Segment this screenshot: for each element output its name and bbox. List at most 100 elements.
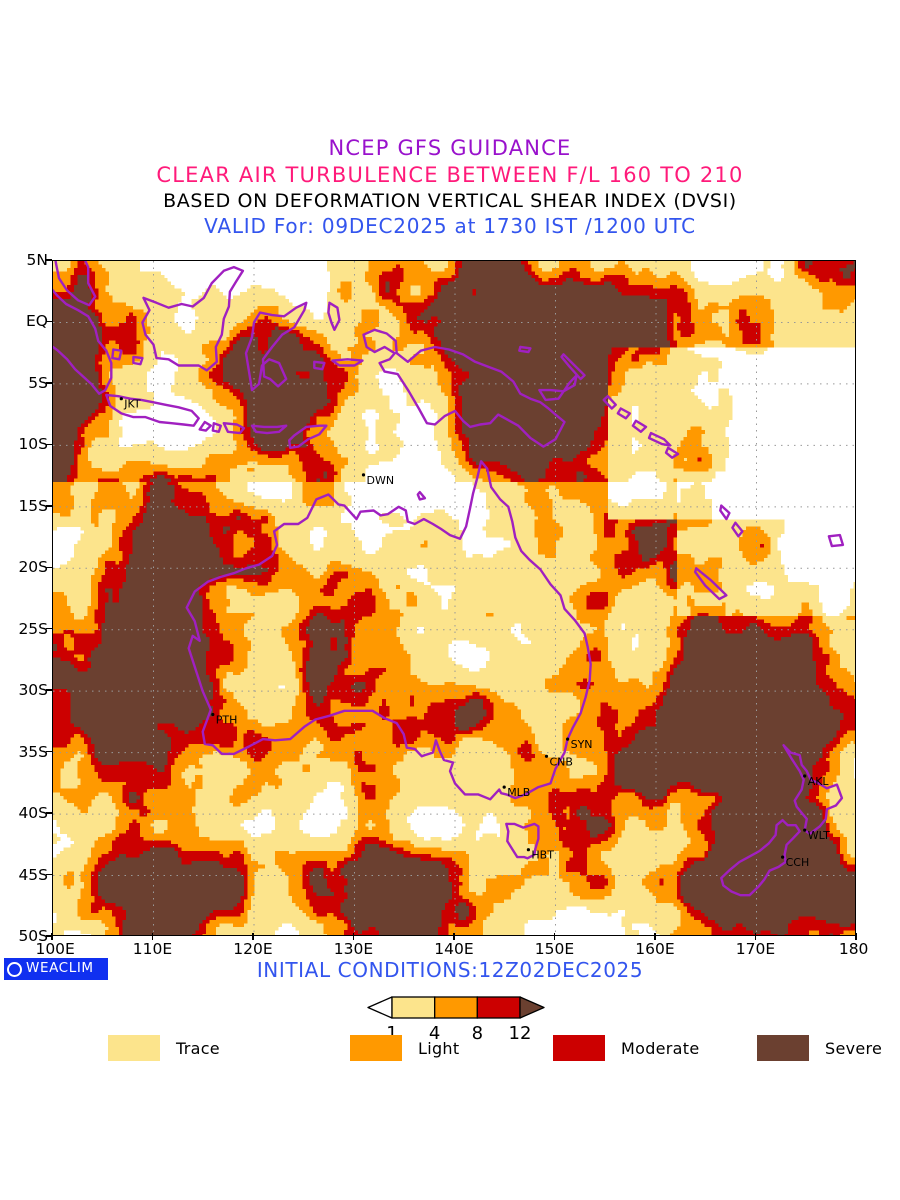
- y-axis: 5N EQ 5S 10S 15S 20S 25S 30S 35S 40S 45S 50S: [0, 251, 52, 945]
- turbulence-map-svg: JKT DWN PTH MLB HBT CNB SYN AKL WLT CCH: [53, 261, 855, 935]
- method-title: BASED ON DEFORMATION VERTICAL SHEAR INDE…: [163, 190, 737, 212]
- coastline-path: [518, 345, 532, 354]
- coastline-path: [105, 393, 200, 427]
- colorbar-svg: [367, 996, 545, 1019]
- city-dot-pth: [211, 712, 215, 717]
- coastline-path: [731, 521, 744, 538]
- y-tick-mark: [46, 259, 52, 261]
- y-tick-mark: [46, 935, 52, 937]
- x-tick-mark: [654, 933, 656, 940]
- y-tick-mark: [46, 750, 52, 753]
- legend-swatch-moderate: [553, 1035, 605, 1061]
- coastline-path: [198, 420, 212, 432]
- x-tick-mark: [754, 933, 757, 940]
- city-label-cnb: CNB: [550, 755, 573, 768]
- city-label-wlt: WLT: [808, 829, 830, 842]
- city-dot-akl: [803, 774, 807, 778]
- coastline-path: [602, 395, 617, 410]
- city-label-hbt: HBT: [531, 849, 554, 862]
- city-label-cch: CCH: [786, 856, 810, 869]
- coastline-path: [288, 424, 328, 449]
- legend-item-light: Light: [350, 1033, 459, 1063]
- city-label-pth: PTH: [216, 714, 238, 727]
- colorbar-tick-label: 1: [386, 1023, 398, 1044]
- valid-time: VALID For: 09DEC2025 at 1730 IST /1200 U…: [204, 214, 696, 238]
- legend-label-trace: Trace: [176, 1038, 220, 1058]
- map-plot-area: JKT DWN PTH MLB HBT CNB SYN AKL WLT CCH: [52, 260, 856, 936]
- coastline-path: [782, 744, 844, 835]
- coastline-path: [313, 360, 326, 371]
- weaclim-circle-icon: [7, 961, 22, 977]
- x-tick-label: 110E: [132, 940, 173, 958]
- coastline-path: [250, 424, 288, 435]
- y-tick-label: 50S: [18, 927, 48, 945]
- y-tick-mark: [46, 566, 52, 569]
- city-label-jkt: JKT: [123, 398, 141, 411]
- coastline-path: [54, 261, 97, 307]
- coastline-path: [719, 504, 731, 521]
- colorbar-over-arrow: [519, 996, 545, 1019]
- y-tick-mark: [46, 505, 52, 507]
- x-tick-label: 170E: [735, 940, 776, 958]
- city-dot-hbt: [526, 848, 530, 852]
- city-dot-mlb: [502, 785, 506, 789]
- y-tick-mark: [46, 320, 52, 323]
- y-tick-label: 5N: [26, 251, 48, 269]
- x-tick-label: 130E: [333, 940, 374, 958]
- coastline-path: [362, 328, 566, 448]
- legend-swatch-light: [350, 1035, 402, 1061]
- colorbar-tick-label: 12: [508, 1023, 532, 1044]
- weaclim-logo-text: WEACLIM: [26, 960, 94, 977]
- city-dot-syn: [566, 737, 570, 741]
- coastline-path: [141, 265, 245, 372]
- coastline-path: [560, 353, 586, 381]
- y-tick-label: 10S: [18, 435, 48, 454]
- x-tick-label: 160E: [635, 940, 675, 958]
- coastline-path: [616, 407, 632, 420]
- x-tick-label: 150E: [534, 940, 575, 958]
- legend-swatch-severe: [757, 1035, 809, 1061]
- coastline-path: [694, 567, 728, 601]
- y-tick-label: 45S: [18, 865, 48, 884]
- turbulence-level-moderate: [53, 261, 855, 935]
- legend-item-trace: Trace: [108, 1033, 220, 1063]
- y-tick-label: 25S: [18, 619, 48, 638]
- coastline-path: [664, 446, 680, 459]
- legend: Trace Light Moderate Severe: [0, 1033, 900, 1067]
- y-tick-label: EQ: [26, 312, 48, 331]
- legend-label-light: Light: [418, 1038, 460, 1058]
- y-tick-mark: [46, 812, 52, 814]
- x-tick-label: 120E: [233, 940, 273, 958]
- city-dot-wlt: [803, 828, 807, 832]
- coastline-path: [211, 422, 222, 433]
- city-dot-jkt: [119, 397, 123, 401]
- coastline-path: [327, 301, 341, 331]
- y-tick-label: 20S: [18, 558, 48, 577]
- city-label-dwn: DWN: [367, 474, 395, 487]
- legend-item-severe: Severe: [757, 1033, 882, 1063]
- map-frame: JKT DWN PTH MLB HBT CNB SYN AKL WLT CCH: [52, 260, 856, 936]
- x-tick-mark: [252, 933, 254, 940]
- city-dot-dwn: [361, 473, 366, 477]
- city-dot-cch: [781, 855, 785, 859]
- x-tick-mark: [151, 933, 154, 940]
- product-title: CLEAR AIR TURBULENCE BETWEEN F/L 160 TO …: [156, 163, 744, 187]
- initial-conditions-text: INITIAL CONDITIONS:12Z02DEC2025: [256, 958, 644, 982]
- coastline-path: [185, 460, 592, 801]
- coastline-path: [244, 301, 308, 392]
- x-tick-label: 180: [838, 940, 869, 958]
- colorbar-under-arrow: [367, 996, 393, 1019]
- turbulence-level-trace: [53, 261, 855, 935]
- coastline-path: [111, 348, 123, 361]
- y-tick-label: 40S: [18, 804, 48, 823]
- x-tick-mark: [352, 933, 355, 940]
- title-block: NCEP GFS GUIDANCE CLEAR AIR TURBULENCE B…: [0, 138, 900, 238]
- x-tick-mark: [553, 933, 556, 940]
- coastline-path: [505, 822, 540, 860]
- city-label-akl: AKL: [808, 775, 830, 788]
- y-tick-label: 35S: [18, 742, 48, 761]
- coastline-path: [222, 422, 246, 435]
- city-dot-cnb: [544, 754, 549, 758]
- legend-swatch-trace: [108, 1035, 160, 1061]
- coastline-path: [827, 533, 845, 548]
